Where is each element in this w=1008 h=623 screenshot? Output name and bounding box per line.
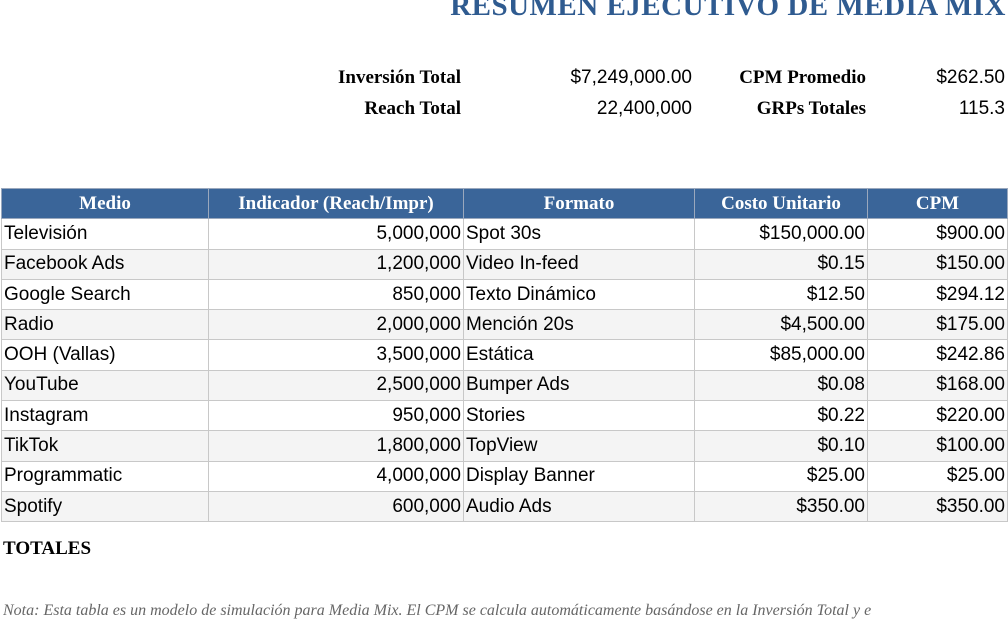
table-cell: $12.50	[694, 278, 868, 311]
table-cell: Video In-feed	[463, 248, 695, 280]
table-row: Facebook Ads 1,200,000 Video In-feed $0.15 $…	[1, 248, 1008, 280]
table-cell: 950,000	[208, 400, 464, 432]
summary-value: $7,249,000.00	[570, 67, 692, 88]
table-cell: $0.22	[694, 400, 868, 432]
table-cell: Google Search	[1, 278, 209, 311]
table-cell: TopView	[463, 430, 695, 462]
table-row: Spotify 600,000 Audio Ads $350.00 $350.00	[1, 490, 1008, 523]
table-cell: $294.12	[867, 278, 1008, 311]
table-cell: $168.00	[867, 369, 1008, 402]
table-cell: 600,000	[208, 490, 464, 523]
table-cell: Facebook Ads	[1, 248, 209, 280]
table-cell: $900.00	[867, 218, 1008, 250]
summary-value: 115.3	[958, 98, 1005, 119]
table-cell: 1,200,000	[208, 248, 464, 280]
table-header: Medio Indicador (Reach/Impr) Formato Costo …	[1, 187, 1008, 220]
table-cell: $150.00	[867, 248, 1008, 280]
table-cell: Radio	[1, 309, 209, 341]
table-row: Radio 2,000,000 Mención 20s $4,500.00 $175.0…	[1, 309, 1008, 341]
table-cell: $175.00	[867, 309, 1008, 341]
table-cell: $4,500.00	[694, 309, 868, 341]
summary-value: $262.50	[936, 67, 1005, 88]
table-cell: Spot 30s	[463, 218, 695, 250]
column-header: Costo Unitario	[694, 187, 868, 220]
summary-value: 22,400,000	[596, 98, 692, 119]
totals-label: TOTALES	[3, 538, 92, 559]
table-cell: $100.00	[867, 430, 1008, 462]
table-row: Google Search 850,000 Texto Dinámico $12.50…	[1, 278, 1008, 311]
table-cell: Display Banner	[463, 460, 695, 492]
table-cell: $0.08	[694, 369, 868, 402]
summary-label: CPM Promedio	[739, 67, 866, 88]
table-cell: $85,000.00	[694, 339, 868, 371]
column-header: Indicador (Reach/Impr)	[208, 187, 464, 220]
table-cell: Texto Dinámico	[463, 278, 695, 311]
table-cell: $0.15	[694, 248, 868, 280]
table-row: Instagram 950,000 Stories $0.22 $220.00	[1, 400, 1008, 432]
summary-label: Inversión Total	[337, 67, 461, 88]
table-cell: Bumper Ads	[463, 369, 695, 402]
table-cell: 2,000,000	[208, 309, 464, 341]
table-cell: OOH (Vallas)	[1, 339, 209, 371]
column-header: Medio	[1, 187, 209, 220]
table-cell: $25.00	[694, 460, 868, 492]
table-row: Televisión 5,000,000 Spot 30s $150,000.00 $9…	[1, 218, 1008, 250]
summary-label: Reach Total	[364, 98, 461, 119]
table-cell: Programmatic	[1, 460, 209, 492]
table-cell: $350.00	[867, 490, 1008, 523]
table-cell: $150,000.00	[694, 218, 868, 250]
table-cell: 3,500,000	[208, 339, 464, 371]
table-cell: Estática	[463, 339, 695, 371]
table-cell: 5,000,000	[208, 218, 464, 250]
table-cell: Audio Ads	[463, 490, 695, 523]
table-cell: 850,000	[208, 278, 464, 311]
table-cell: $350.00	[694, 490, 868, 523]
title: RESUMEN EJECUTIVO DE MEDIA MIX	[450, 0, 1006, 22]
table-cell: $0.10	[694, 430, 868, 462]
table-cell: Televisión	[1, 218, 209, 250]
table-cell: $25.00	[867, 460, 1008, 492]
table-row: YouTube 2,500,000 Bumper Ads $0.08 $168.00	[1, 369, 1008, 402]
table-cell: Instagram	[1, 400, 209, 432]
table-cell: $242.86	[867, 339, 1008, 371]
media-table: Medio Indicador (Reach/Impr) Formato Costo …	[1, 187, 1008, 523]
table-cell: TikTok	[1, 430, 209, 462]
table-body: Televisión 5,000,000 Spot 30s $150,000.00 $9…	[1, 218, 1008, 523]
table-cell: 4,000,000	[208, 460, 464, 492]
table-cell: YouTube	[1, 369, 209, 402]
table-cell: Stories	[463, 400, 695, 432]
table-cell: Mención 20s	[463, 309, 695, 341]
table-cell: $220.00	[867, 400, 1008, 432]
table-row: OOH (Vallas) 3,500,000 Estática $85,000.00 $…	[1, 339, 1008, 371]
header-row: Medio Indicador (Reach/Impr) Formato Costo …	[1, 187, 1008, 220]
column-header: Formato	[463, 187, 695, 220]
note: Nota: Esta tabla es un modelo de simulac…	[3, 602, 872, 619]
table-cell: 2,500,000	[208, 369, 464, 402]
table-row: TikTok 1,800,000 TopView $0.10 $100.00	[1, 430, 1008, 462]
table-cell: 1,800,000	[208, 430, 464, 462]
column-header: CPM	[867, 187, 1008, 220]
table-cell: Spotify	[1, 490, 209, 523]
table-row: Programmatic 4,000,000 Display Banner $25.0…	[1, 460, 1008, 492]
summary-label: GRPs Totales	[756, 98, 866, 119]
